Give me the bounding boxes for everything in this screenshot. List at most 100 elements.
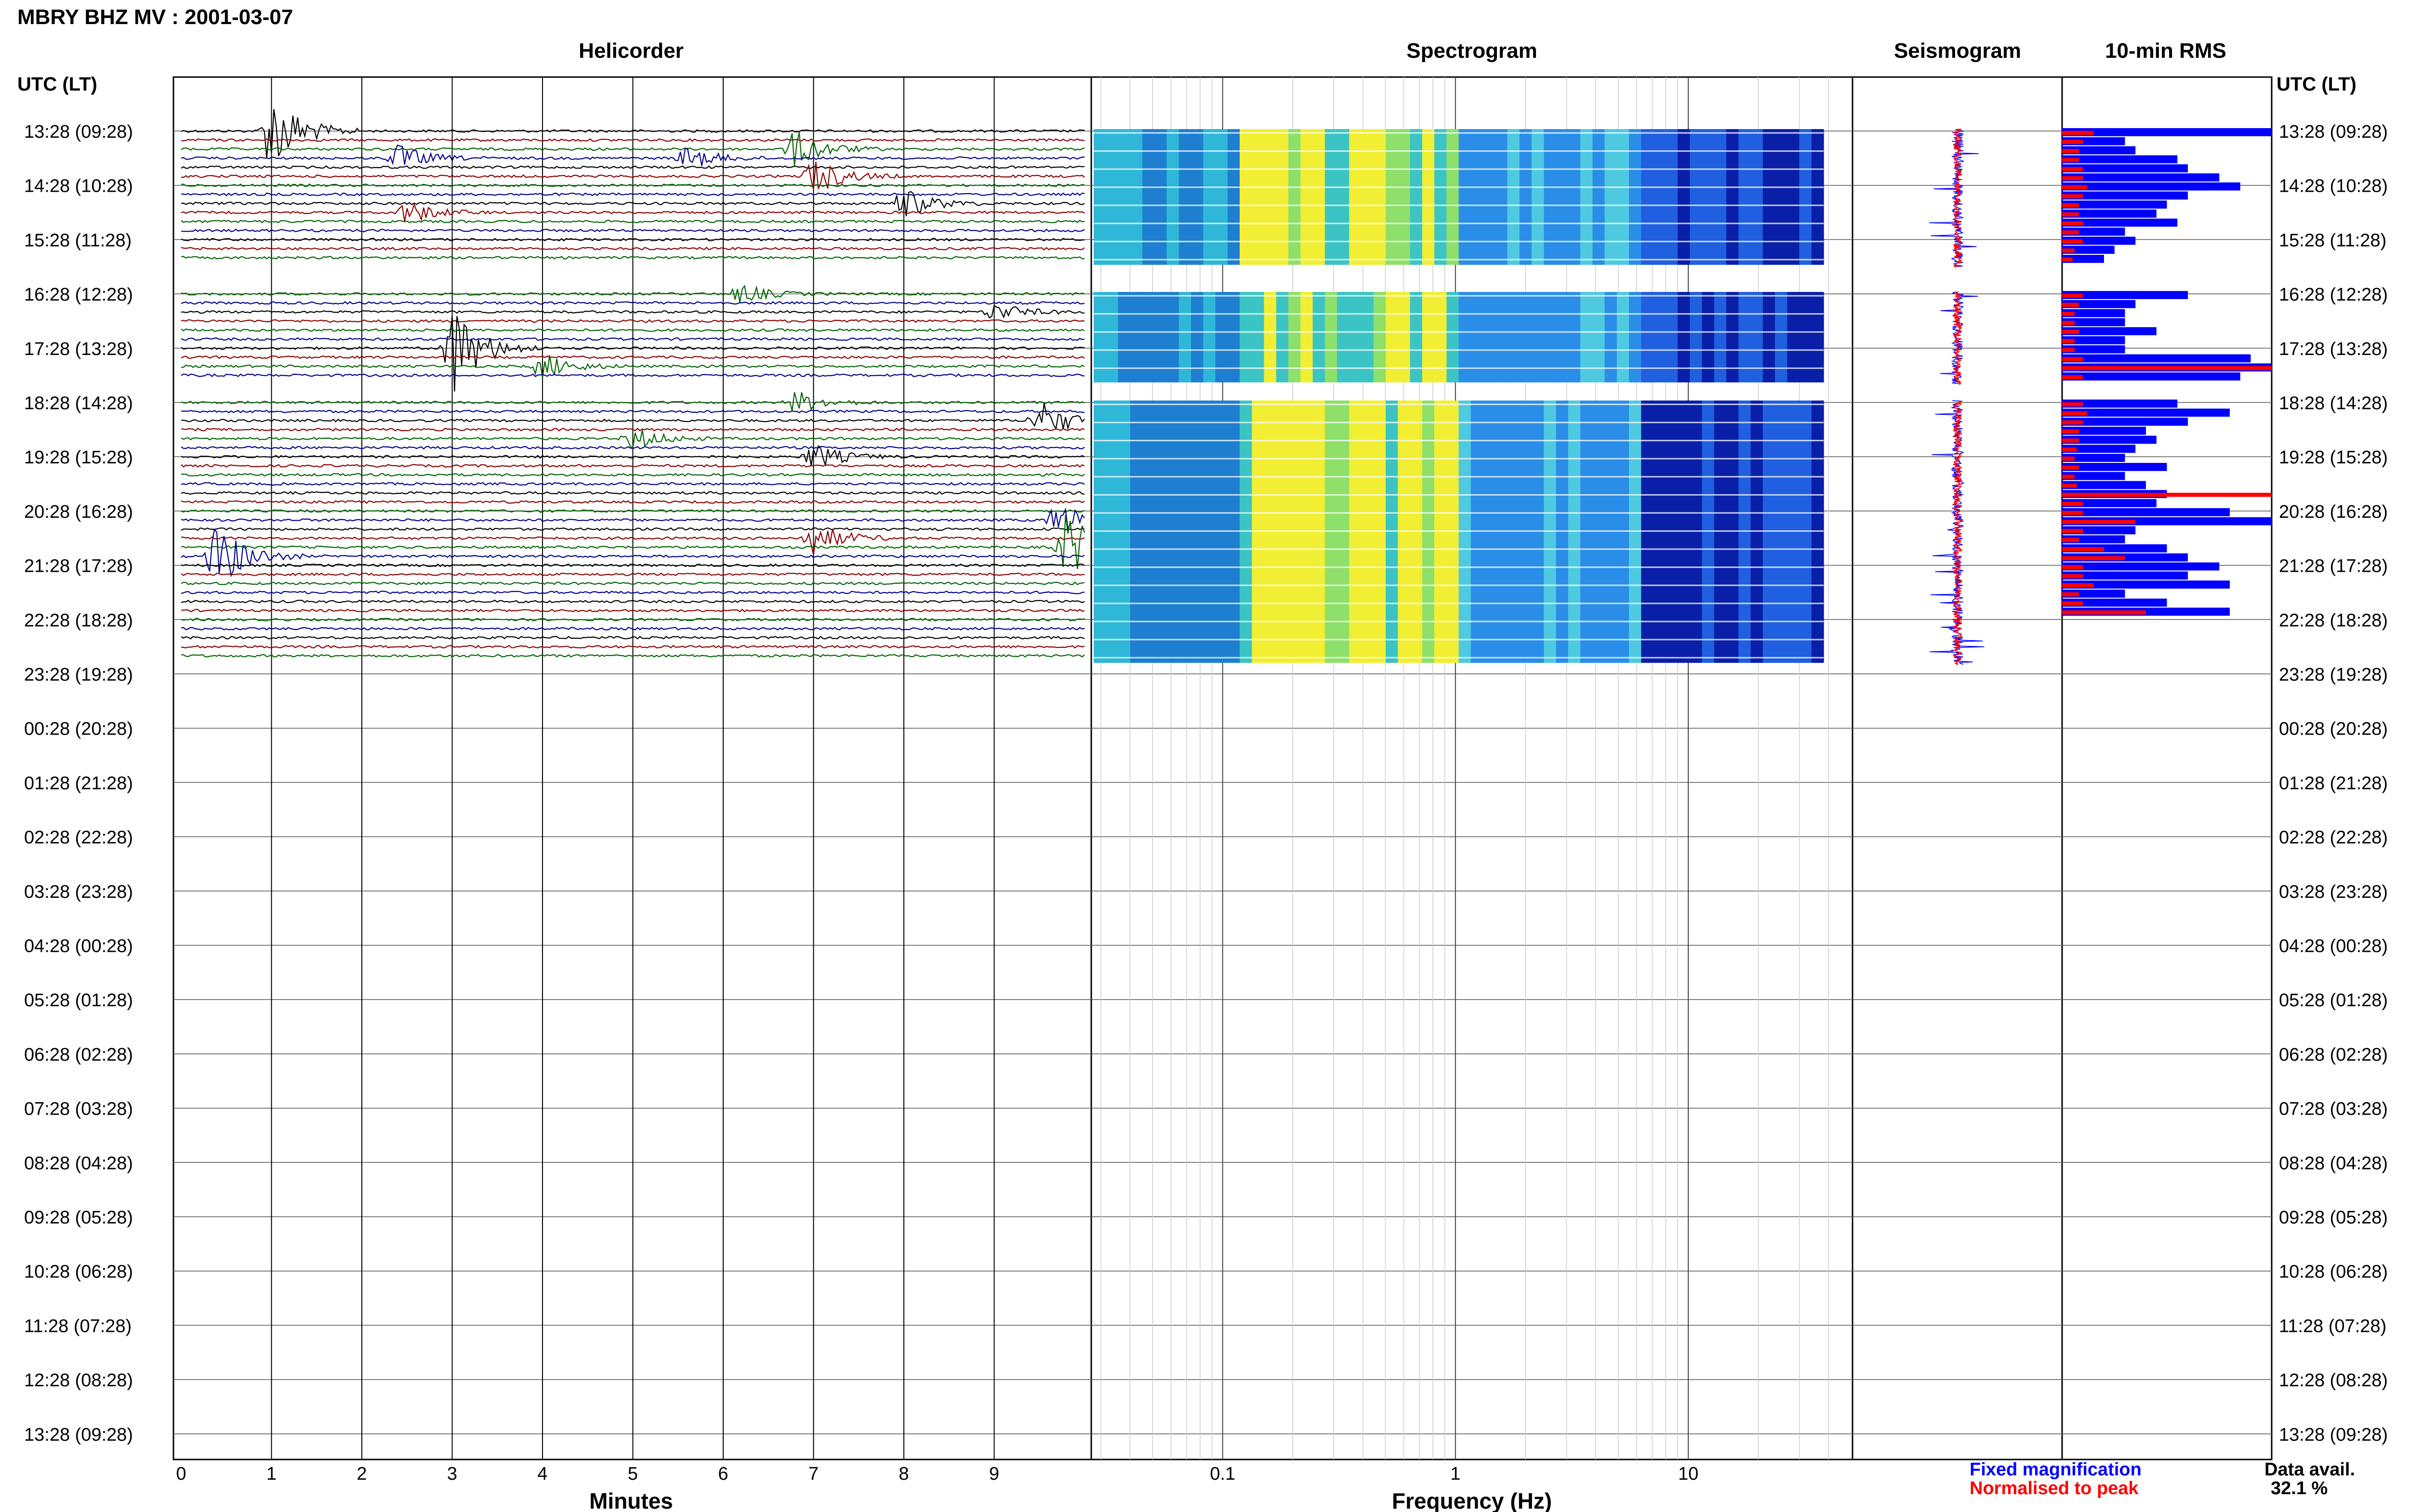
helicorder-trace-row: [181, 427, 1085, 432]
rms-bar-normalised: [2062, 312, 2075, 316]
rms-bar-fixed: [2062, 246, 2115, 254]
time-tick-left: 11:28 (07:28): [24, 1316, 132, 1336]
rms-bar-fixed: [2062, 435, 2157, 444]
time-tick-right: 13:28 (09:28): [2279, 122, 2388, 142]
legend-fixed-magnification: Fixed magnification: [1970, 1459, 2142, 1480]
helicorder-trace-row: [181, 138, 1085, 142]
time-tick-right: 12:28 (08:28): [2279, 1370, 2388, 1391]
spectrogram-cell: [1373, 292, 1386, 382]
time-tick-right: 08:28 (04:28): [2279, 1153, 2388, 1173]
time-tick-left: 22:28 (18:28): [24, 610, 133, 631]
helicorder-trace-row: [181, 403, 1085, 431]
rms-bar-normalised: [2062, 610, 2146, 615]
spectrogram-cell: [1398, 129, 1411, 265]
rms-bar-normalised: [2062, 366, 2272, 370]
spectrogram-cell: [1750, 129, 1763, 265]
spectrogram-cell: [1191, 292, 1204, 382]
helicorder-trace-row: [181, 491, 1085, 495]
spectrogram-cell: [1458, 292, 1471, 382]
helicorder-trace-row: [181, 328, 1085, 332]
helicorder-trace-row: [181, 392, 1085, 411]
spectrogram-cell: [1799, 129, 1812, 265]
spectrogram-cell: [1653, 292, 1666, 382]
rms-bar-fixed: [2062, 463, 2167, 471]
time-tick-right: 19:28 (15:28): [2279, 447, 2388, 468]
rms-bar-fixed: [2062, 562, 2220, 571]
spectrogram-cell: [1422, 292, 1435, 382]
rms-bar-fixed: [2062, 336, 2125, 344]
rms-bar-fixed: [2062, 164, 2188, 172]
grid-lines: [173, 77, 2272, 1459]
time-tick-left: 12:28 (08:28): [24, 1370, 133, 1391]
rms-bar-fixed: [2062, 472, 2125, 480]
time-tick-right: 07:28 (03:28): [2279, 1099, 2388, 1119]
rms-bar-normalised: [2062, 158, 2079, 162]
time-tick-left: 21:28 (17:28): [24, 556, 133, 577]
rms-bar-normalised: [2062, 167, 2083, 171]
rms-bar-normalised: [2062, 357, 2083, 361]
spectrogram-cell: [1507, 129, 1520, 265]
rms-bar-normalised: [2062, 329, 2079, 334]
time-tick-right: 23:28 (19:28): [2279, 665, 2388, 685]
rms-bar-normalised: [2062, 257, 2073, 262]
spectrogram-cell: [1762, 129, 1775, 265]
rms-bar-normalised: [2062, 239, 2083, 244]
minute-tick-label: 8: [899, 1464, 909, 1484]
rms-bar-fixed: [2062, 345, 2125, 354]
rms-bar-fixed: [2062, 426, 2146, 435]
helicorder-trace-row: [181, 203, 1085, 222]
seismogram-normalised-trace: [1952, 291, 1963, 385]
rms-bar-normalised: [2062, 583, 2094, 588]
spectrogram-cell: [1495, 129, 1508, 265]
helicorder-trace-row: [181, 644, 1085, 649]
helicorder-panel-title: Helicorder: [579, 39, 684, 63]
rms-bar-normalised: [2062, 176, 2083, 181]
spectrogram-cell: [1799, 292, 1812, 382]
minute-tick-label: 2: [357, 1464, 367, 1484]
spectrogram-cell: [1324, 292, 1337, 382]
rms-bar-fixed: [2062, 173, 2220, 182]
spectrogram-cell: [1678, 129, 1690, 265]
time-tick-left: 18:28 (14:28): [24, 394, 133, 414]
spectrogram-cell: [1616, 129, 1629, 265]
helicorder-trace-row: [181, 507, 1085, 531]
spectrogram-cell: [1094, 292, 1106, 382]
spectrogram-cell: [1240, 292, 1252, 382]
utc-header-left: UTC (LT): [17, 74, 97, 95]
rms-bar-fixed: [2062, 598, 2167, 607]
spectrogram-cell: [1604, 129, 1617, 265]
spectrogram-cell: [1690, 292, 1703, 382]
helicorder-trace-row: [181, 563, 1085, 567]
minute-tick-label: 5: [628, 1464, 638, 1484]
rms-bar-normalised: [2062, 429, 2079, 434]
helicorder-trace-row: [181, 608, 1085, 613]
helicorder-trace-row: [181, 192, 1085, 197]
helicorder-trace-row: [181, 581, 1085, 585]
spectrogram-cell: [1410, 292, 1423, 382]
helicorder-trace-row: [181, 464, 1085, 468]
spectrogram-cell: [1142, 292, 1155, 382]
spectrogram-cell: [1580, 129, 1593, 265]
spectrogram-cell: [1714, 292, 1727, 382]
spectrogram-cell: [1470, 129, 1483, 265]
spectrogram-cell: [1288, 129, 1301, 265]
spectrogram-cell: [1373, 129, 1386, 265]
spectrogram-cell: [1653, 129, 1666, 265]
helicorder-trace-row: [181, 285, 1085, 302]
spectrogram-cell: [1775, 129, 1787, 265]
helicorder-trace-row: [181, 514, 1085, 569]
rms-bar-normalised: [2062, 547, 2104, 552]
minute-tick-label: 9: [989, 1464, 999, 1484]
rms-bar-normalised: [2062, 185, 2088, 189]
spectrogram-cell: [1458, 129, 1471, 265]
time-tick-right: 20:28 (16:28): [2279, 502, 2388, 522]
time-tick-left: 02:28 (22:28): [24, 828, 133, 848]
helicorder-trace-row: [181, 183, 1085, 187]
spectrogram-cell: [1300, 129, 1313, 265]
rms-bar-normalised: [2062, 321, 2075, 325]
spectrogram-cell: [1276, 292, 1289, 382]
spectrogram-cell: [1750, 292, 1763, 382]
helicorder-trace-row: [181, 527, 1085, 531]
time-tick-left: 20:28 (16:28): [24, 502, 133, 522]
spectrogram-cell: [1629, 129, 1641, 265]
